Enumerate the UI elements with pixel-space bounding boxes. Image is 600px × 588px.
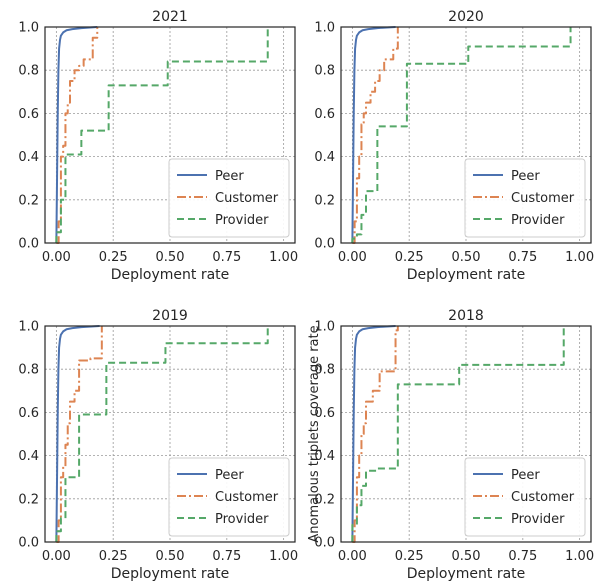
legend-label-customer: Customer: [511, 490, 575, 505]
x-tick-label: 0.00: [338, 549, 367, 564]
x-tick-label: 0.00: [42, 549, 71, 564]
series-line-customer: [56, 27, 99, 244]
axes-frame: [44, 325, 296, 543]
x-tick-label: 1.00: [565, 250, 594, 265]
y-tick-label: 1.0: [18, 21, 39, 36]
x-tick-label: 0.75: [212, 250, 241, 265]
y-tick-label: 0.4: [314, 150, 335, 165]
x-tick-label: 0.25: [395, 549, 424, 564]
series-line-peer: [351, 26, 396, 244]
series-line-customer: [352, 326, 399, 543]
y-tick-label: 0.8: [314, 363, 335, 378]
y-tick-label: 0.0: [18, 536, 39, 551]
y-tick-label: 0.4: [18, 449, 39, 464]
axes-frame: [340, 325, 592, 543]
x-tick-label: 0.50: [452, 549, 481, 564]
x-tick-label: 1.00: [269, 549, 298, 564]
legend-box: [464, 457, 586, 537]
y-tick-label: 0.8: [18, 64, 39, 79]
y-tick-label: 0.2: [18, 193, 39, 208]
x-tick-label: 1.00: [565, 549, 594, 564]
y-tick-label: 1.0: [314, 320, 335, 335]
chart-title: 2021: [152, 9, 188, 25]
legend-label-customer: Customer: [511, 191, 575, 206]
legend-label-peer: Peer: [511, 468, 540, 483]
y-tick-label: 0.8: [314, 64, 335, 79]
shared-y-axis-label: Anomalous triplets coverage rate: [307, 325, 322, 542]
legend-label-peer: Peer: [215, 468, 244, 483]
series-line-provider: [351, 27, 572, 243]
legend-box: [168, 158, 290, 238]
x-tick-label: 1.00: [269, 250, 298, 265]
x-tick-label: 0.50: [156, 549, 185, 564]
y-tick-label: 0.0: [18, 237, 39, 252]
legend-label-provider: Provider: [511, 512, 565, 527]
x-tick-label: 0.75: [212, 549, 241, 564]
series-line-peer: [351, 325, 396, 543]
series-line-customer: [352, 27, 399, 244]
x-tick-label: 0.25: [395, 250, 424, 265]
series-line-peer: [55, 26, 98, 244]
chart-panel-2019: 0.00 0.25 0.50 0.75 1.00 0.0 0.2 0.4 0.6 0.8 1.0 20…: [18, 308, 298, 582]
legend-label-customer: Customer: [215, 191, 279, 206]
axes-frame: [340, 26, 592, 244]
x-tick-label: 0.25: [99, 549, 128, 564]
legend-box: [464, 158, 586, 238]
legend-label-provider: Provider: [511, 213, 565, 228]
y-tick-label: 0.6: [314, 107, 335, 122]
series-line-provider: [351, 326, 565, 542]
series-line-provider: [55, 326, 269, 542]
series-line-customer: [56, 326, 103, 543]
legend: Peer Customer Provider: [464, 457, 586, 537]
y-tick-label: 0.6: [314, 406, 335, 421]
y-tick-label: 1.0: [314, 21, 335, 36]
x-tick-label: 0.50: [156, 250, 185, 265]
x-tick-label: 0.00: [42, 250, 71, 265]
chart-panel-2020: 0.00 0.25 0.50 0.75 1.00 0.0 0.2 0.4 0.6 0.8 1.0 20…: [314, 9, 594, 283]
axes-frame: [44, 26, 296, 244]
y-tick-label: 0.2: [314, 193, 335, 208]
y-tick-label: 0.2: [314, 492, 335, 507]
legend-label-peer: Peer: [511, 169, 540, 184]
legend: Peer Customer Provider: [168, 158, 290, 238]
legend-box: [168, 457, 290, 537]
chart-title: 2018: [448, 308, 484, 324]
legend-label-peer: Peer: [215, 169, 244, 184]
y-tick-label: 0.4: [18, 150, 39, 165]
y-tick-label: 0.6: [18, 406, 39, 421]
y-tick-label: 1.0: [18, 320, 39, 335]
x-tick-label: 0.75: [508, 250, 537, 265]
y-tick-label: 0.0: [314, 237, 335, 252]
legend: Peer Customer Provider: [168, 457, 290, 537]
y-tick-label: 0.4: [314, 449, 335, 464]
series-line-peer: [55, 325, 100, 543]
chart-title: 2020: [448, 9, 484, 25]
legend-label-customer: Customer: [215, 490, 279, 505]
x-tick-label: 0.75: [508, 549, 537, 564]
chart-panel-2021: 0.00 0.25 0.50 0.75 1.00 0.0 0.2 0.4 0.6 0.8 1.0 20…: [18, 9, 298, 283]
chart-title: 2019: [152, 308, 188, 324]
legend-label-provider: Provider: [215, 512, 269, 527]
series-line-provider: [55, 27, 269, 243]
x-axis-label: Deployment rate: [407, 566, 526, 582]
x-tick-label: 0.25: [99, 250, 128, 265]
x-axis-label: Deployment rate: [111, 267, 230, 283]
legend: Peer Customer Provider: [464, 158, 586, 238]
y-tick-label: 0.2: [18, 492, 39, 507]
y-tick-label: 0.0: [314, 536, 335, 551]
legend-label-provider: Provider: [215, 213, 269, 228]
x-tick-label: 0.50: [452, 250, 481, 265]
x-axis-label: Deployment rate: [407, 267, 526, 283]
x-tick-label: 0.00: [338, 250, 367, 265]
chart-panel-2018: 0.00 0.25 0.50 0.75 1.00 0.0 0.2 0.4 0.6 0.8 1.0 20…: [314, 308, 594, 582]
y-tick-label: 0.8: [18, 363, 39, 378]
x-axis-label: Deployment rate: [111, 566, 230, 582]
y-tick-label: 0.6: [18, 107, 39, 122]
